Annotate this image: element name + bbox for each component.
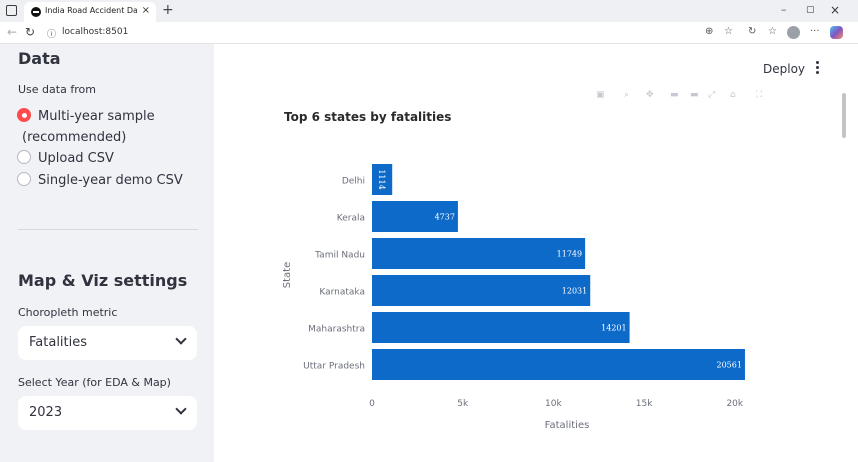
x-tick-label: 10k <box>545 399 562 409</box>
window-minimize-icon[interactable]: – <box>781 3 787 16</box>
radio-selected-icon[interactable] <box>17 108 31 122</box>
viz-settings-heading: Map & Viz settings <box>18 271 188 290</box>
radio-label-line2[interactable]: (recommended) <box>22 130 127 145</box>
year-select[interactable]: 2023 <box>18 396 197 430</box>
more-menu-icon[interactable]: ··· <box>810 26 820 37</box>
fullscreen-icon[interactable]: ⛶ <box>756 90 763 100</box>
year-select-value[interactable]: 2023 <box>29 405 63 420</box>
y-tick-label: Uttar Pradesh <box>303 362 365 372</box>
main-menu-icon[interactable] <box>816 61 820 76</box>
chart-title: Top 6 states by fatalities <box>284 110 452 124</box>
radio-unselected-icon[interactable] <box>17 150 31 164</box>
bar <box>372 238 586 269</box>
reload-icon[interactable]: ↻ <box>25 25 36 39</box>
y-tick-label: Tamil Nadu <box>314 251 365 261</box>
bar-chart: Delhi 1114 Kerala 4737 Tamil Nadu 11749 Karnat… <box>282 164 745 431</box>
camera-icon[interactable]: ▣ <box>596 90 605 100</box>
window-close-icon[interactable]: × <box>830 3 841 17</box>
x-tick-label: 20k <box>726 399 743 409</box>
x-tick-label: 5k <box>457 399 469 409</box>
reset-axes-icon[interactable]: ⌂ <box>730 90 736 100</box>
new-tab-icon[interactable]: + <box>162 2 174 18</box>
url-text[interactable]: localhost:8501 <box>62 27 129 37</box>
bar <box>372 201 458 232</box>
address-bar: ← ↻ ⓘ localhost:8501 ⊕ ☆ ↻ ☆ ··· <box>0 22 858 44</box>
autoscale-icon[interactable]: ⤢ <box>708 90 716 100</box>
pan-icon[interactable]: ✥ <box>646 90 654 100</box>
bar <box>372 275 591 306</box>
deploy-button[interactable]: Deploy <box>763 62 806 76</box>
tab-actions-icon[interactable] <box>6 5 17 16</box>
browser-tab-bar: India Road Accident Dashboard × + – ▢ × <box>0 0 858 22</box>
y-tick-label: Delhi <box>342 177 365 187</box>
x-axis-title: Fatalities <box>545 420 590 431</box>
radio-label[interactable]: Upload CSV <box>38 151 114 166</box>
metric-label: Choropleth metric <box>18 306 118 319</box>
data-label: 12031 <box>562 287 587 296</box>
data-heading: Data <box>18 49 61 68</box>
sidebar-divider <box>18 229 198 230</box>
browser-tab[interactable]: India Road Accident Dashboard × <box>24 2 156 22</box>
y-tick-label: Kerala <box>337 214 365 224</box>
profile-avatar[interactable] <box>787 26 800 39</box>
url-field[interactable]: ⓘ localhost:8501 <box>40 25 745 41</box>
radio-unselected-icon[interactable] <box>17 172 31 186</box>
window-maximize-icon[interactable]: ▢ <box>806 5 815 15</box>
bar <box>372 164 393 195</box>
copilot-icon[interactable] <box>830 26 843 39</box>
chart-modebar: ▣ ⌕ ✥ ▬ ▬ ⤢ ⌂ ⛶ <box>596 90 771 102</box>
favorites-icon[interactable]: ☆ <box>768 26 777 37</box>
zoom-icon[interactable]: ⌕ <box>624 90 630 100</box>
x-tick-label: 15k <box>636 399 653 409</box>
bar <box>372 349 745 380</box>
year-label: Select Year (for EDA & Map) <box>18 376 171 389</box>
site-info-icon[interactable]: ⓘ <box>47 30 57 40</box>
data-label: 11749 <box>557 250 582 259</box>
x-tick-label: 0 <box>369 399 375 409</box>
y-tick-label: Maharashtra <box>308 325 365 335</box>
streamlit-favicon-icon <box>31 7 41 17</box>
zoom-icon[interactable]: ⊕ <box>705 26 714 37</box>
chevron-down-icon[interactable] <box>175 403 187 415</box>
box-select-icon[interactable]: ▬ <box>670 90 679 100</box>
y-tick-label: Karnataka <box>319 288 365 298</box>
data-label: 20561 <box>717 361 742 370</box>
back-icon[interactable]: ← <box>7 25 18 39</box>
tab-title: India Road Accident Dashboard <box>45 6 137 15</box>
bar <box>372 312 630 343</box>
radio-label[interactable]: Multi-year sample <box>38 109 155 124</box>
chevron-down-icon[interactable] <box>175 333 187 345</box>
page-scrollbar[interactable] <box>842 93 846 138</box>
favorite-star-icon[interactable]: ☆ <box>724 26 733 37</box>
data-label: 1114 <box>377 169 386 189</box>
tab-close-icon[interactable]: × <box>141 5 150 16</box>
metric-select[interactable]: Fatalities <box>18 326 197 360</box>
data-label: 4737 <box>435 213 455 222</box>
data-label: 14201 <box>601 324 626 333</box>
sidebar: Data Use data from Multi-year sample (re… <box>0 44 214 462</box>
y-axis-title: State <box>282 262 293 288</box>
radio-label[interactable]: Single-year demo CSV <box>38 173 183 188</box>
use-data-from-label: Use data from <box>18 83 96 96</box>
refresh-extension-icon[interactable]: ↻ <box>748 26 757 37</box>
metric-select-value[interactable]: Fatalities <box>29 335 88 350</box>
lasso-icon[interactable]: ▬ <box>690 90 699 100</box>
